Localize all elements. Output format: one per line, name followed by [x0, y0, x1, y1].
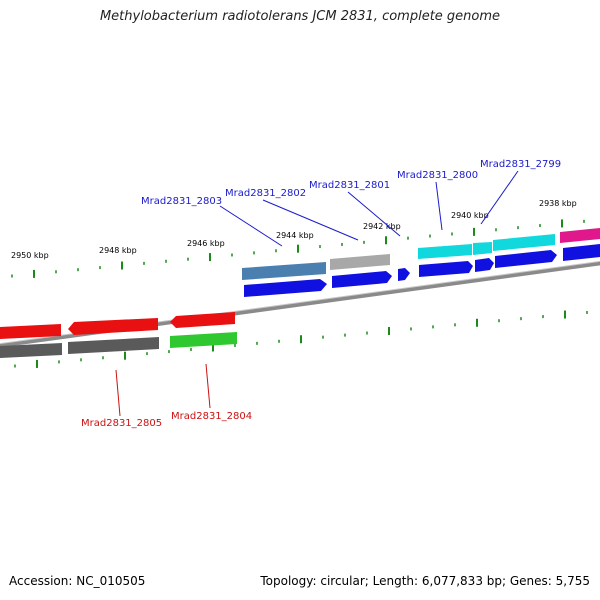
gene-mrad2831-2802-bar[interactable] — [330, 254, 390, 270]
gene-mrad2831-2803-bar[interactable] — [242, 262, 326, 280]
gene-arrow-icon[interactable] — [68, 318, 158, 335]
gene-arrow-icon[interactable] — [332, 271, 392, 288]
gene-arrow-icon[interactable] — [170, 312, 235, 328]
forward-outer-track — [242, 228, 600, 280]
forward-cds-track — [244, 244, 600, 297]
gene-arrow-icon[interactable] — [563, 244, 600, 261]
tick-label-2946: 2946 kbp — [187, 239, 225, 248]
gene-arrow-icon[interactable] — [398, 268, 410, 281]
gene-mrad2831-2799-bar-b[interactable] — [493, 234, 555, 251]
genome-summary-text: Topology: circular; Length: 6,077,833 bp… — [260, 574, 590, 588]
forward-gene-labels: Mrad2831_2803 Mrad2831_2802 Mrad2831_280… — [141, 159, 561, 207]
gene-label-mrad2831-2800[interactable]: Mrad2831_2800 — [397, 170, 478, 181]
tick-label-2940: 2940 kbp — [451, 211, 489, 220]
gene-arrow-icon[interactable] — [475, 258, 494, 272]
gene-dark-gray-bar[interactable] — [0, 343, 62, 358]
gene-label-mrad2831-2799[interactable]: Mrad2831_2799 — [480, 159, 561, 170]
leader-mrad2831-2805 — [115, 369, 121, 417]
tick-label-2938: 2938 kbp — [539, 199, 577, 208]
gene-mrad2831-2805-bar[interactable] — [68, 337, 159, 354]
tick-label-2944: 2944 kbp — [276, 231, 314, 240]
tick-label-2948: 2948 kbp — [99, 246, 137, 255]
gene-arrow-icon[interactable] — [0, 324, 61, 339]
reverse-cds-track — [0, 312, 235, 339]
gene-label-mrad2831-2804[interactable]: Mrad2831_2804 — [171, 411, 252, 422]
tick-label-2950: 2950 kbp — [11, 251, 49, 260]
map-title: Methylobacterium radiotolerans JCM 2831,… — [99, 9, 501, 24]
tick-label-2942: 2942 kbp — [363, 222, 401, 231]
gene-arrow-icon[interactable] — [495, 250, 557, 268]
lower-tick-row — [14, 310, 588, 368]
leader-mrad2831-2799 — [480, 170, 519, 225]
leader-mrad2831-2804 — [205, 363, 211, 409]
gene-arrow-icon[interactable] — [419, 261, 473, 277]
genome-backbone-arc — [0, 261, 600, 348]
gene-mrad2831-2799-bar-a[interactable] — [473, 242, 492, 255]
gene-mrad2831-2804-bar[interactable] — [170, 332, 237, 348]
leader-mrad2831-2800 — [435, 181, 443, 231]
gene-label-mrad2831-2803[interactable]: Mrad2831_2803 — [141, 196, 222, 207]
upper-tick-row — [11, 219, 585, 278]
gene-label-mrad2831-2802[interactable]: Mrad2831_2802 — [225, 188, 306, 199]
leader-mrad2831-2802 — [262, 199, 359, 241]
gene-magenta-bar[interactable] — [560, 228, 600, 243]
label-leaders — [115, 170, 519, 417]
gene-mrad2831-2800-bar[interactable] — [418, 244, 472, 259]
reverse-gene-labels: Mrad2831_2805 Mrad2831_2804 — [81, 411, 252, 429]
gene-arrow-icon[interactable] — [244, 279, 327, 297]
leader-mrad2831-2803 — [219, 205, 283, 247]
leader-mrad2831-2801 — [347, 191, 401, 237]
accession-text: Accession: NC_010505 — [9, 574, 146, 588]
gene-label-mrad2831-2805[interactable]: Mrad2831_2805 — [81, 418, 162, 429]
tick-labels: 2950 kbp 2948 kbp 2946 kbp 2944 kbp 2942… — [11, 199, 577, 260]
gene-label-mrad2831-2801[interactable]: Mrad2831_2801 — [309, 180, 390, 191]
reverse-outer-track — [0, 332, 237, 358]
